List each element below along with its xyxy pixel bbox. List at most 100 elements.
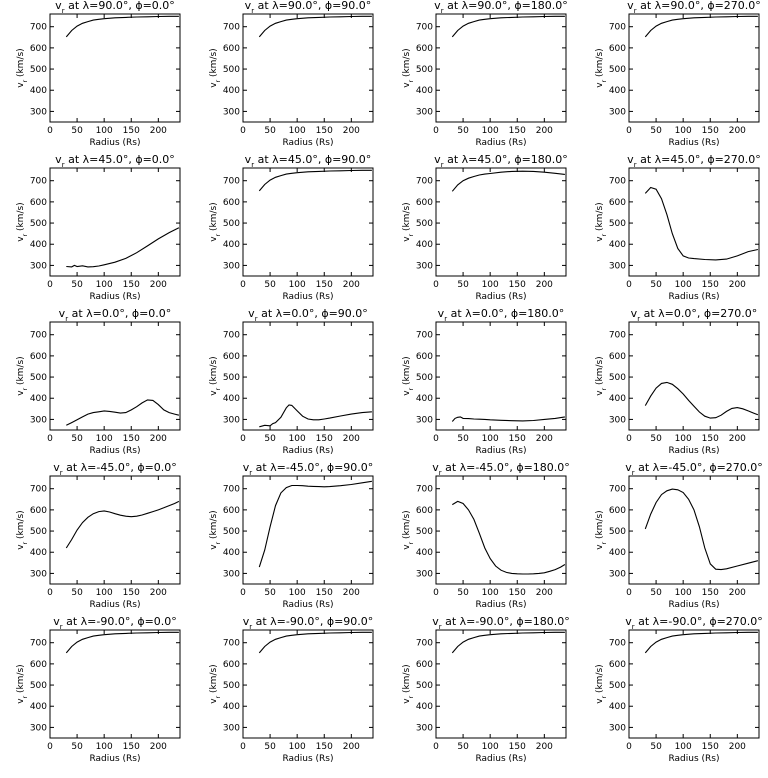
y-tick-label: 300 [416, 415, 433, 425]
x-tick-label: 0 [47, 126, 53, 136]
y-tick-label: 600 [609, 352, 626, 362]
y-tick-label: 600 [609, 198, 626, 208]
x-tick-label: 50 [650, 280, 662, 290]
x-tick-label: 150 [316, 742, 333, 752]
x-tick-label: 150 [509, 588, 526, 598]
y-tick-label: 600 [223, 660, 240, 670]
y-tick-label: 600 [30, 506, 47, 516]
y-tick-label: 700 [609, 485, 626, 495]
y-tick-label: 400 [609, 702, 626, 712]
plot-frame [242, 475, 374, 585]
x-tick-label: 150 [123, 588, 140, 598]
panel-title: vr at λ=45.0°, ϕ=180.0° [434, 153, 568, 169]
y-tick-label: 700 [609, 331, 626, 341]
y-tick-label: 600 [416, 660, 433, 670]
x-axis-label: Radius (Rs) [282, 292, 333, 302]
x-tick-label: 150 [123, 742, 140, 752]
plot-frame [628, 13, 760, 123]
y-axis-label: vr (km/s) [595, 356, 608, 395]
x-axis-label: Radius (Rs) [282, 754, 333, 764]
x-tick-label: 200 [150, 588, 167, 598]
x-tick-label: 150 [509, 742, 526, 752]
x-axis-label: Radius (Rs) [475, 754, 526, 764]
series-line [258, 631, 372, 654]
panel-2-3: vr at λ=45.0°, ϕ=180.0° 0 50 100 150 200 300 40… [402, 153, 568, 302]
y-tick-label: 700 [416, 23, 433, 33]
x-tick-label: 200 [536, 126, 553, 136]
y-tick-label: 700 [223, 485, 240, 495]
x-axis-label: Radius (Rs) [475, 138, 526, 148]
y-tick-label: 700 [416, 639, 433, 649]
y-tick-label: 700 [609, 23, 626, 33]
y-tick-label: 300 [30, 569, 47, 579]
x-tick-label: 100 [289, 434, 306, 444]
x-tick-label: 150 [702, 126, 719, 136]
x-tick-label: 50 [71, 280, 83, 290]
y-tick-label: 500 [416, 373, 433, 383]
series-line [66, 227, 180, 268]
series-line [644, 488, 759, 571]
panel-4-2: vr at λ=-45.0°, ϕ=90.0° 0 50 100 150 200 300 40… [209, 461, 374, 610]
x-tick-label: 50 [457, 588, 469, 598]
y-tick-label: 600 [30, 352, 47, 362]
panel-2-2: vr at λ=45.0°, ϕ=90.0° 0 50 100 150 200 300 400… [209, 153, 374, 302]
y-axis-label: vr (km/s) [595, 510, 608, 549]
plot-frame [242, 321, 374, 431]
y-tick-label: 400 [223, 548, 240, 558]
x-tick-label: 100 [482, 280, 499, 290]
y-tick-label: 700 [416, 331, 433, 341]
y-tick-label: 600 [30, 44, 47, 54]
x-axis-label: Radius (Rs) [668, 138, 719, 148]
x-tick-label: 100 [675, 280, 692, 290]
plot-frame [49, 13, 181, 123]
x-tick-label: 0 [433, 742, 439, 752]
x-tick-label: 0 [626, 280, 632, 290]
x-axis-label: Radius (Rs) [89, 292, 140, 302]
plot-frame [435, 321, 567, 431]
panel-5-1: vr at λ=-90.0°, ϕ=0.0° 0 50 100 150 200 300 400… [16, 615, 181, 764]
y-axis-label: vr (km/s) [16, 202, 29, 241]
y-tick-label: 400 [223, 394, 240, 404]
y-tick-label: 300 [609, 261, 626, 271]
x-axis-label: Radius (Rs) [282, 446, 333, 456]
y-tick-label: 700 [416, 485, 433, 495]
series-line [258, 15, 372, 38]
x-tick-label: 100 [96, 434, 113, 444]
x-axis-label: Radius (Rs) [668, 292, 719, 302]
y-tick-label: 500 [609, 219, 626, 229]
y-tick-label: 400 [30, 394, 47, 404]
x-tick-label: 200 [536, 280, 553, 290]
y-tick-label: 400 [30, 548, 47, 558]
x-tick-label: 100 [289, 280, 306, 290]
x-axis-label: Radius (Rs) [668, 446, 719, 456]
y-tick-label: 500 [609, 527, 626, 537]
y-axis-label: vr (km/s) [595, 48, 608, 87]
panel-4-3: vr at λ=-45.0°, ϕ=180.0° 0 50 100 150 200 300 4… [402, 461, 570, 610]
x-tick-label: 50 [264, 742, 276, 752]
y-tick-label: 300 [609, 569, 626, 579]
plot-frame [628, 629, 760, 739]
y-tick-label: 600 [30, 660, 47, 670]
series-line [451, 15, 565, 38]
y-tick-label: 700 [30, 485, 47, 495]
y-tick-label: 300 [416, 107, 433, 117]
y-tick-label: 300 [609, 107, 626, 117]
y-tick-label: 500 [416, 527, 433, 537]
plot-frame [242, 629, 374, 739]
y-tick-label: 300 [223, 261, 240, 271]
y-tick-label: 300 [30, 107, 47, 117]
x-tick-label: 50 [457, 280, 469, 290]
x-axis-label: Radius (Rs) [89, 754, 140, 764]
x-tick-label: 50 [264, 434, 276, 444]
y-axis-label: vr (km/s) [209, 510, 222, 549]
x-tick-label: 0 [433, 588, 439, 598]
plot-frame [242, 167, 374, 277]
y-tick-label: 300 [30, 415, 47, 425]
panel-title: vr at λ=0.0°, ϕ=270.0° [631, 307, 758, 323]
x-tick-label: 150 [509, 280, 526, 290]
x-tick-label: 0 [240, 742, 246, 752]
x-tick-label: 0 [240, 588, 246, 598]
series-line [66, 399, 180, 426]
y-tick-label: 700 [223, 331, 240, 341]
